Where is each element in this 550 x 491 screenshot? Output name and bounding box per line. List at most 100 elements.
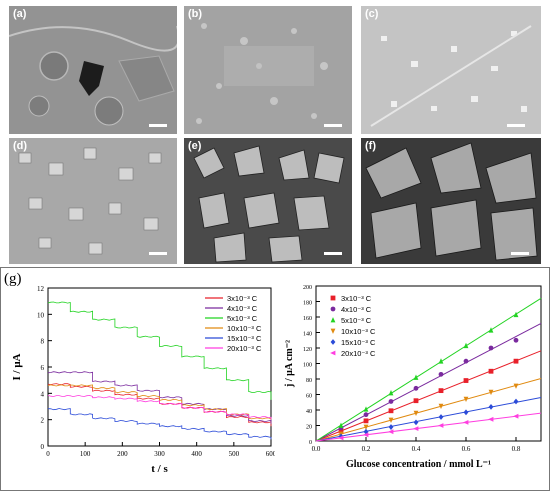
fit-line — [315, 350, 542, 442]
data-point — [513, 311, 519, 318]
data-point — [438, 414, 444, 420]
data-point — [338, 435, 344, 441]
scale-bar-b — [324, 124, 342, 127]
data-point — [338, 422, 344, 428]
sem-image-a — [9, 6, 177, 134]
legend-label: 5x10⁻³ C — [341, 316, 372, 325]
legend-label: 3x10⁻³ C — [227, 294, 258, 303]
legend-label: 15x10⁻³ C — [341, 338, 376, 347]
panel-label-f: (f) — [365, 140, 376, 152]
y-tick-label: 10 — [37, 311, 45, 319]
y-axis-label: j / μA cm⁻² — [284, 340, 295, 388]
panel-label-d: (d) — [13, 140, 28, 152]
x-tick-label: 0.6 — [462, 445, 471, 453]
sem-panel-b: (b) — [184, 6, 352, 134]
legend-label: 15x10⁻³ C — [227, 334, 262, 343]
series-line — [47, 383, 272, 427]
fit-line — [315, 323, 542, 442]
x-tick-label: 100 — [80, 450, 91, 458]
y-tick-label: 0 — [309, 440, 312, 446]
y-tick-label: 2 — [41, 417, 45, 425]
y-tick-label: 80 — [306, 378, 312, 384]
data-point — [388, 417, 394, 423]
data-point — [438, 358, 444, 364]
data-point — [388, 424, 394, 430]
x-axis-label: Glucose concentration / mmol L⁻¹ — [346, 459, 491, 470]
sem-image-f — [361, 138, 541, 264]
y-tick-label: 120 — [303, 347, 312, 353]
y-tick-label: 20 — [306, 425, 312, 431]
data-point — [513, 383, 519, 389]
data-point — [330, 295, 336, 301]
data-point — [388, 408, 394, 414]
x-axis-label: t / s — [151, 463, 168, 475]
data-point — [363, 412, 369, 418]
data-point — [388, 390, 394, 396]
data-point — [363, 418, 369, 424]
data-point — [330, 328, 336, 334]
legend-label: 4x10⁻³ C — [227, 304, 258, 313]
series-line — [47, 408, 272, 440]
data-point — [488, 327, 494, 333]
data-point — [413, 426, 419, 431]
scale-bar-f — [511, 252, 529, 255]
sem-image-d — [9, 138, 177, 264]
sem-image-e — [184, 138, 352, 264]
legend-label: 10x10⁻³ C — [227, 324, 262, 333]
data-point — [513, 337, 519, 343]
legend-label: 20x10⁻³ C — [227, 344, 262, 353]
sem-panel-e: (e) — [184, 138, 352, 264]
sem-image-b — [184, 6, 352, 134]
data-point — [388, 399, 394, 404]
y-tick-label: 60 — [306, 394, 312, 400]
series-line — [47, 301, 272, 400]
data-point — [330, 339, 336, 345]
data-point — [413, 410, 419, 416]
data-point — [463, 420, 469, 425]
panel-label-g: (g) — [4, 271, 22, 287]
data-point — [438, 403, 444, 410]
x-tick-label: 0.0 — [312, 445, 321, 453]
x-tick-label: 600 — [266, 450, 275, 458]
data-point — [463, 409, 469, 416]
y-tick-label: 40 — [306, 409, 312, 415]
panel-label-c: (c) — [365, 8, 379, 20]
fit-line — [315, 297, 542, 442]
x-tick-label: 300 — [154, 450, 165, 458]
data-point — [413, 385, 419, 391]
legend-label: 4x10⁻³ C — [341, 305, 372, 314]
data-point — [413, 398, 419, 404]
data-point — [463, 378, 469, 383]
sem-panel-a: (a) — [9, 6, 177, 134]
y-tick-label: 180 — [303, 301, 312, 307]
sem-panel-f: (f) — [361, 138, 541, 264]
x-tick-label: 0.8 — [512, 445, 521, 453]
legend-label: 5x10⁻³ C — [227, 314, 258, 323]
scale-bar-a — [149, 124, 167, 127]
series-line — [47, 394, 272, 420]
data-point — [363, 432, 369, 438]
data-point — [488, 368, 494, 374]
data-point — [488, 404, 494, 410]
legend-label: 10x10⁻³ C — [341, 327, 376, 336]
x-tick-label: 0.4 — [412, 445, 421, 453]
data-point — [463, 396, 469, 403]
y-tick-label: 100 — [303, 363, 312, 369]
y-tick-label: 12 — [37, 285, 45, 293]
data-point — [338, 428, 344, 434]
scale-bar-d — [149, 252, 167, 255]
data-point — [413, 419, 419, 426]
scale-bar-e — [324, 252, 342, 255]
data-point — [363, 424, 369, 430]
data-point — [513, 358, 519, 364]
data-point — [438, 423, 444, 428]
data-point — [413, 374, 419, 380]
data-point — [488, 389, 494, 396]
panel-label-b: (b) — [188, 8, 203, 20]
data-point — [513, 398, 519, 405]
series-line — [47, 384, 272, 420]
x-tick-label: 0.2 — [362, 445, 371, 453]
y-tick-label: 4 — [41, 390, 45, 398]
data-point — [438, 388, 444, 394]
sem-image-c — [361, 6, 541, 134]
